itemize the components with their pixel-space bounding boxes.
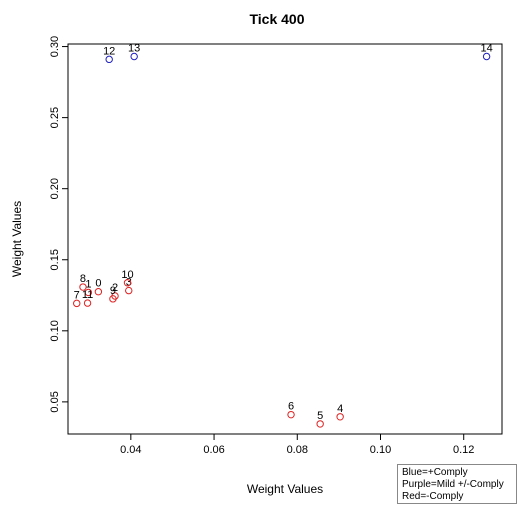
data-point [79, 283, 87, 291]
point-label: 13 [128, 43, 140, 55]
data-point [84, 288, 93, 297]
data-point [83, 299, 92, 307]
point-label: 9 [110, 285, 116, 297]
point-label: 11 [82, 289, 93, 301]
legend-entry-red: Red=-Comply [402, 491, 464, 502]
data-point [73, 299, 81, 308]
data-point [123, 279, 132, 287]
point-label: 12 [103, 45, 115, 57]
data-point [109, 295, 117, 303]
y-tick-label: 0.15 [49, 249, 61, 270]
data-point [336, 413, 344, 421]
data-point [287, 410, 295, 419]
point-label: 0 [95, 278, 101, 290]
x-tick-label: 0.06 [203, 444, 224, 456]
legend-entry-purple: Purple=Mild +/-Comply [402, 479, 504, 490]
data-point [316, 420, 324, 428]
y-tick-label: 0.20 [49, 178, 61, 199]
y-tick-label: 0.30 [49, 36, 61, 57]
y-axis: 0.05 0.10 0.15 0.20 0.25 0.30 [49, 36, 68, 413]
x-tick-label: 0.04 [120, 444, 141, 456]
y-tick-label: 0.05 [49, 391, 61, 412]
data-point [105, 55, 113, 64]
point-label: 7 [74, 289, 80, 301]
data-point [130, 52, 138, 61]
x-axis: 0.04 0.06 0.08 0.10 0.12 [120, 434, 474, 456]
point-label: 2 [112, 282, 118, 294]
data-point [482, 52, 491, 61]
point-label: 5 [317, 410, 323, 422]
point-label: 1 [85, 278, 91, 290]
point-label: 6 [288, 401, 294, 413]
x-tick-label: 0.10 [370, 444, 391, 456]
point-label: 14 [480, 43, 492, 55]
chart-title: Tick 400 [249, 11, 304, 27]
x-tick-label: 0.08 [287, 444, 308, 456]
data-point [94, 288, 103, 296]
point-label: 8 [80, 273, 86, 285]
plot-frame [67, 43, 503, 435]
x-axis-label: Weight Values [247, 482, 323, 496]
point-label: 10 [121, 269, 133, 281]
legend-entry-blue: Blue=+Comply [402, 467, 468, 478]
x-tick-label: 0.12 [453, 444, 474, 456]
y-axis-label: Weight Values [10, 201, 24, 277]
data-point [125, 286, 133, 295]
y-tick-label: 0.25 [49, 107, 61, 128]
legend: Blue=+Comply Purple=Mild +/-Comply Red=-… [397, 464, 517, 504]
y-tick-label: 0.10 [49, 320, 61, 341]
point-label: 3 [126, 277, 132, 289]
point-label: 4 [337, 403, 343, 415]
